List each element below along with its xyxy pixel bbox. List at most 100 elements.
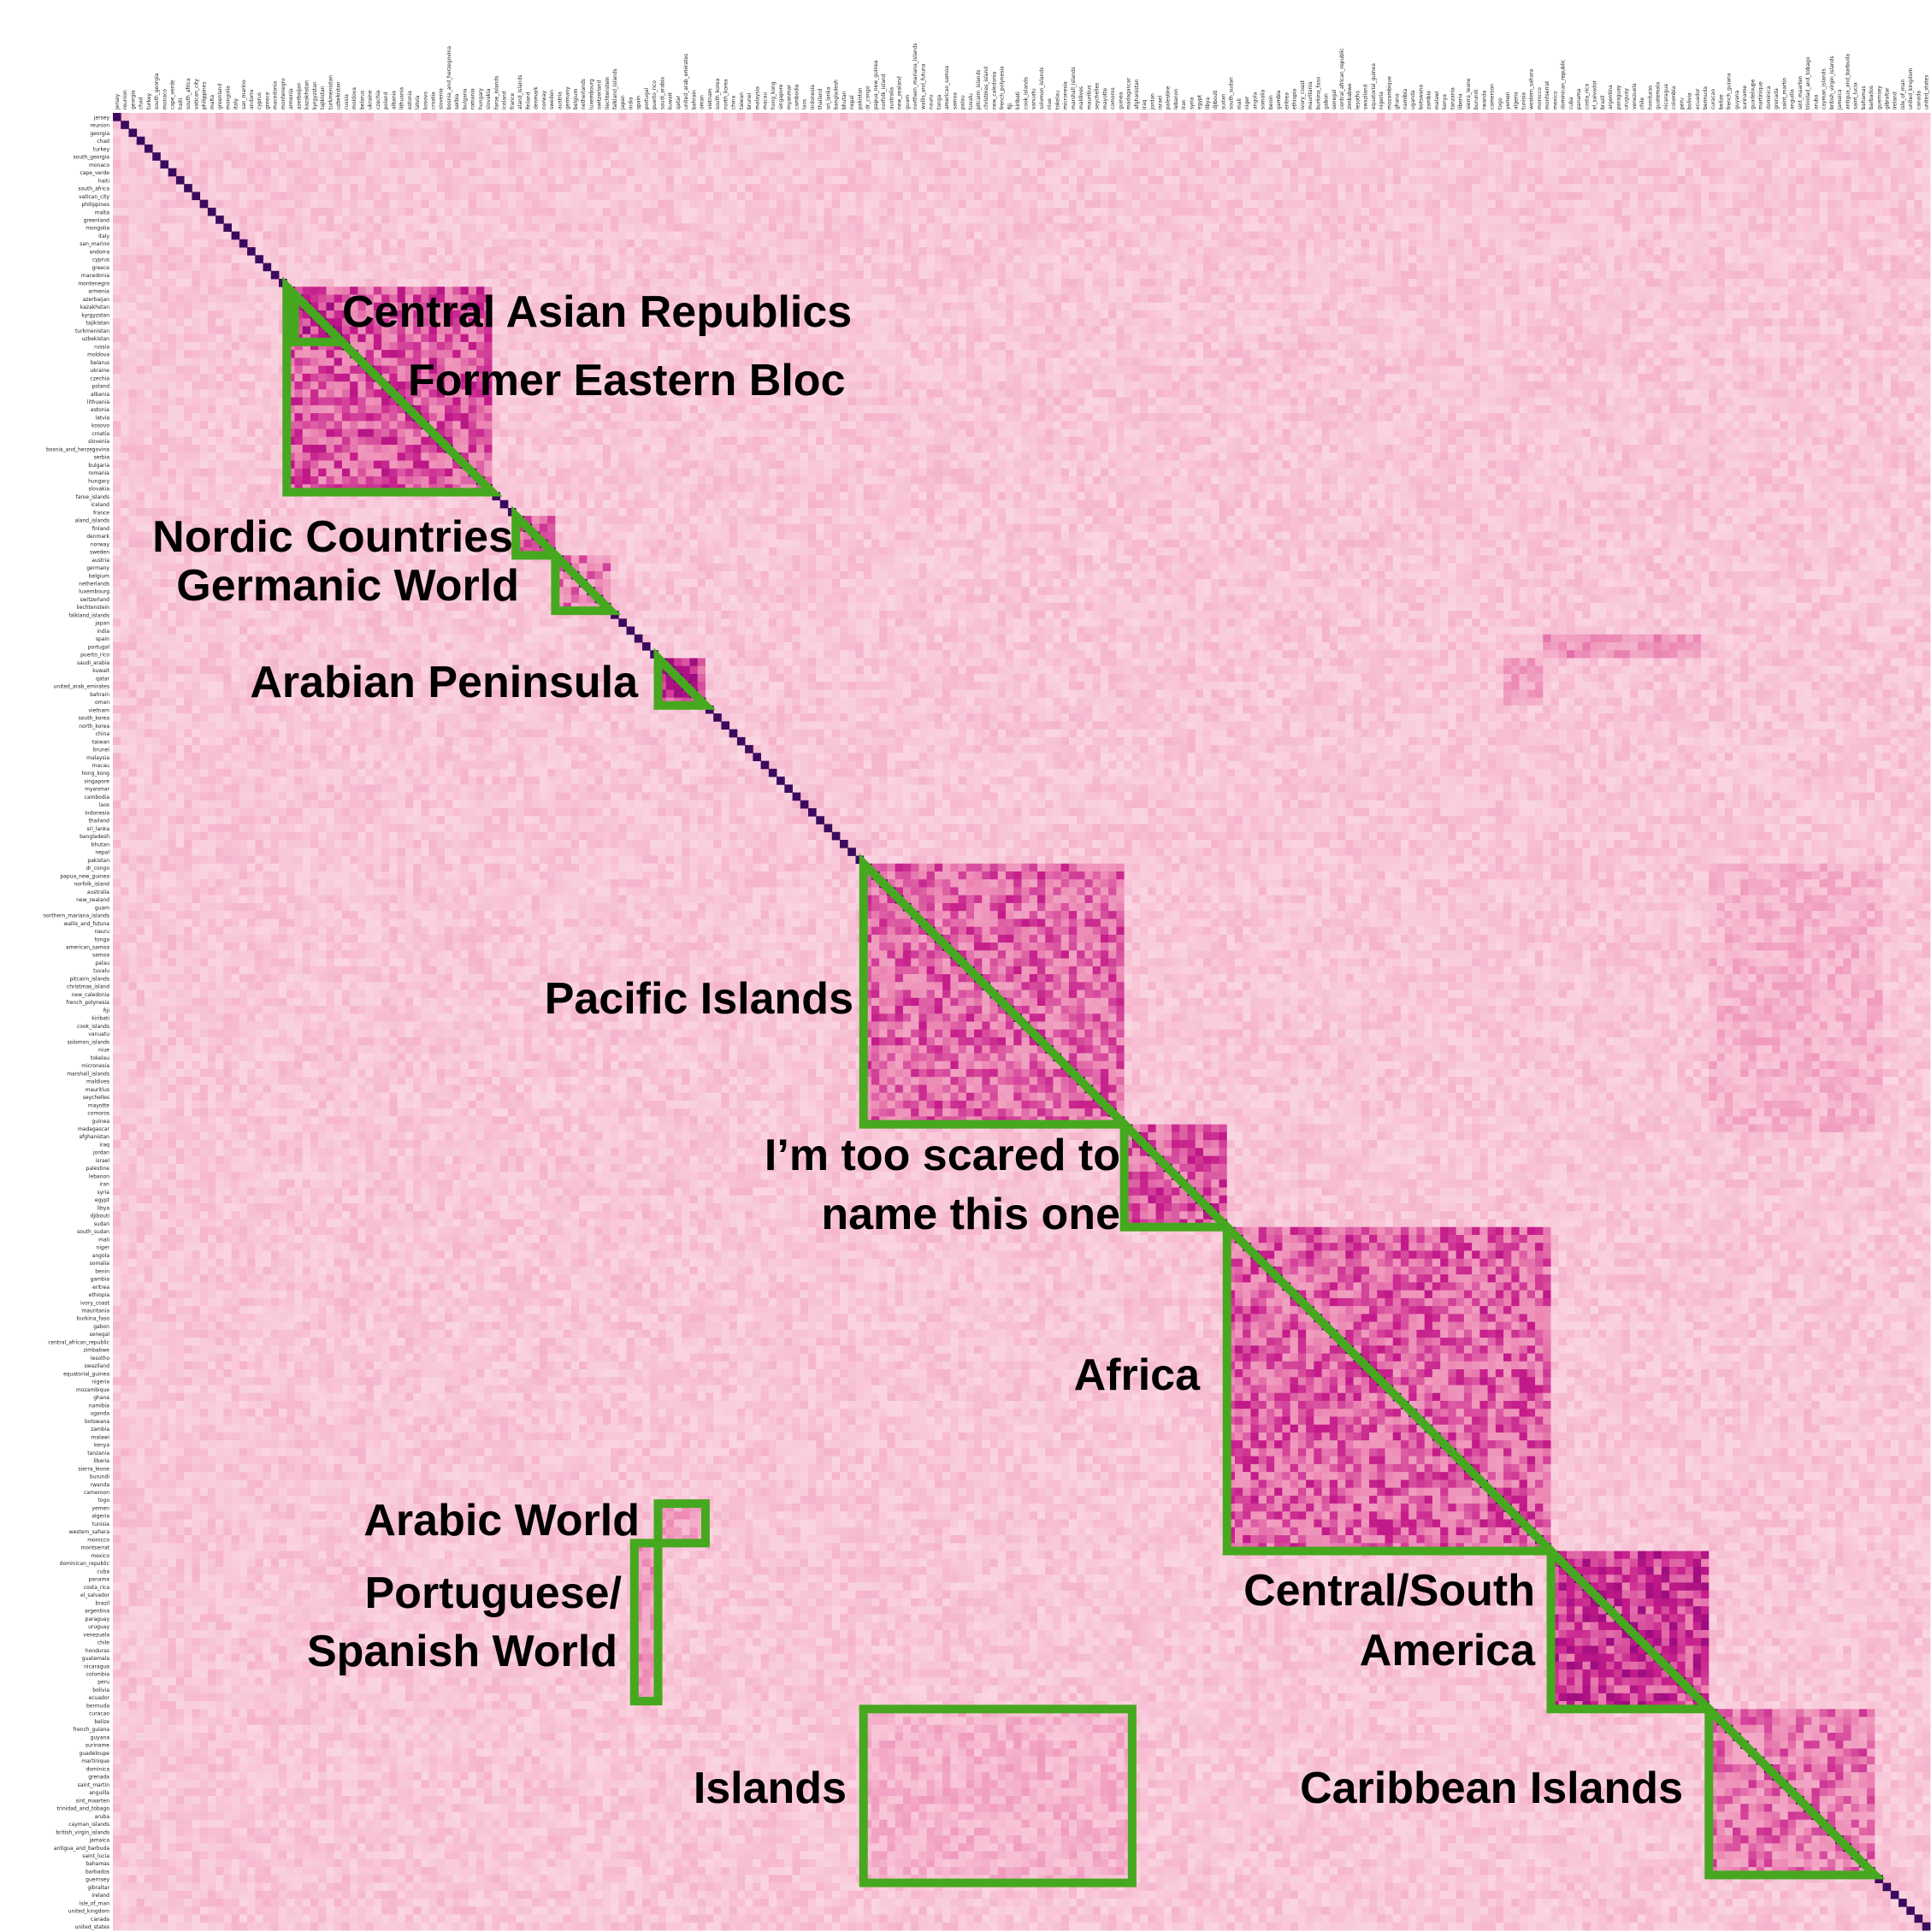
heatmap-cell bbox=[1479, 279, 1489, 287]
heatmap-cell bbox=[555, 192, 564, 201]
heatmap-cell bbox=[745, 231, 753, 240]
heatmap-cell bbox=[484, 168, 493, 177]
heatmap-cell bbox=[160, 113, 169, 121]
heatmap-cell bbox=[887, 279, 896, 287]
heatmap-cell bbox=[1108, 216, 1117, 224]
heatmap-cell bbox=[824, 192, 833, 201]
heatmap-cell bbox=[341, 152, 351, 161]
heatmap-cell bbox=[492, 168, 501, 177]
heatmap-cell bbox=[113, 192, 121, 201]
heatmap-cell bbox=[207, 223, 216, 232]
heatmap-cell bbox=[136, 207, 145, 216]
heatmap-cell bbox=[934, 216, 943, 224]
heatmap-cell bbox=[294, 192, 304, 201]
heatmap-cell bbox=[784, 255, 793, 263]
heatmap-cell bbox=[239, 136, 248, 145]
heatmap-cell bbox=[113, 184, 121, 192]
heatmap-cell bbox=[492, 279, 501, 287]
heatmap-cell bbox=[697, 207, 706, 216]
heatmap-cell bbox=[1614, 168, 1623, 177]
heatmap-cell bbox=[302, 270, 311, 280]
heatmap-cell bbox=[618, 192, 627, 201]
heatmap-cell bbox=[1243, 175, 1251, 185]
heatmap-cell bbox=[1740, 255, 1749, 263]
heatmap-cell bbox=[1029, 152, 1038, 161]
heatmap-cell bbox=[499, 175, 509, 185]
heatmap-cell bbox=[1282, 121, 1291, 129]
heatmap-cell bbox=[650, 144, 658, 153]
heatmap-cell bbox=[341, 192, 351, 201]
heatmap-cell bbox=[1653, 223, 1662, 232]
heatmap-cell bbox=[1226, 121, 1236, 129]
heatmap-cell bbox=[428, 192, 438, 201]
heatmap-cell bbox=[1100, 192, 1109, 201]
heatmap-cell bbox=[1045, 270, 1054, 280]
heatmap-cell bbox=[1116, 216, 1125, 224]
heatmap-cell bbox=[460, 121, 469, 129]
heatmap-cell bbox=[507, 192, 517, 201]
heatmap-cell bbox=[1266, 168, 1275, 177]
heatmap-cell bbox=[184, 192, 192, 201]
heatmap-cell bbox=[1535, 270, 1544, 280]
heatmap-cell bbox=[523, 247, 533, 256]
heatmap-cell bbox=[460, 152, 469, 161]
heatmap-cell bbox=[476, 144, 485, 153]
heatmap-cell bbox=[1148, 113, 1156, 121]
heatmap-cell bbox=[1748, 113, 1757, 121]
heatmap-cell bbox=[918, 128, 928, 138]
heatmap-cell bbox=[1677, 136, 1686, 145]
heatmap-cell bbox=[1716, 192, 1726, 201]
heatmap-cell bbox=[974, 263, 983, 272]
heatmap-cell bbox=[1013, 121, 1022, 129]
heatmap-cell bbox=[1716, 199, 1726, 209]
heatmap-cell bbox=[1297, 192, 1307, 201]
heatmap-cell bbox=[397, 168, 406, 177]
heatmap-cell bbox=[1021, 255, 1030, 263]
heatmap-cell bbox=[1179, 192, 1188, 201]
heatmap-cell bbox=[1361, 121, 1370, 129]
heatmap-cell bbox=[1495, 279, 1504, 287]
heatmap-cell bbox=[1653, 175, 1662, 185]
heatmap-cell bbox=[1835, 184, 1844, 192]
heatmap-cell bbox=[492, 160, 501, 169]
heatmap-cell bbox=[1456, 199, 1465, 209]
heatmap-cell bbox=[855, 113, 865, 121]
heatmap-cell bbox=[1472, 255, 1480, 263]
heatmap-cell bbox=[784, 239, 793, 248]
heatmap-cell bbox=[1045, 113, 1054, 121]
heatmap-cell bbox=[279, 247, 287, 256]
heatmap-cell bbox=[113, 247, 121, 256]
heatmap-cell bbox=[1890, 216, 1899, 224]
heatmap-cell bbox=[1645, 121, 1655, 129]
heatmap-cell bbox=[1361, 168, 1370, 177]
heatmap-cell bbox=[1795, 216, 1804, 224]
heatmap-cell bbox=[1543, 168, 1551, 177]
heatmap-cell bbox=[326, 113, 335, 121]
heatmap-cell bbox=[1226, 207, 1236, 216]
heatmap-cell bbox=[982, 184, 990, 192]
heatmap-cell bbox=[175, 279, 185, 287]
heatmap-cell bbox=[1914, 152, 1923, 161]
heatmap-cell bbox=[1645, 231, 1655, 240]
heatmap-cell bbox=[1274, 223, 1283, 232]
heatmap-cell bbox=[997, 247, 1007, 256]
heatmap-cell bbox=[665, 216, 675, 224]
heatmap-cell bbox=[1092, 136, 1101, 145]
heatmap-cell bbox=[1416, 160, 1426, 169]
heatmap-cell bbox=[721, 207, 730, 216]
heatmap-cell bbox=[642, 199, 651, 209]
heatmap-cell bbox=[1187, 279, 1196, 287]
heatmap-cell bbox=[1629, 263, 1639, 272]
heatmap-cell bbox=[1077, 192, 1085, 201]
heatmap-cell bbox=[492, 270, 501, 280]
heatmap-cell bbox=[318, 239, 327, 248]
heatmap-cell bbox=[618, 152, 627, 161]
heatmap-cell bbox=[405, 144, 414, 153]
heatmap-cell bbox=[1006, 184, 1014, 192]
heatmap-cell bbox=[326, 168, 335, 177]
heatmap-cell bbox=[1274, 192, 1283, 201]
heatmap-cell bbox=[1479, 270, 1489, 280]
heatmap-cell bbox=[1843, 223, 1852, 232]
heatmap-cell bbox=[1060, 168, 1070, 177]
heatmap-cell bbox=[1179, 121, 1188, 129]
